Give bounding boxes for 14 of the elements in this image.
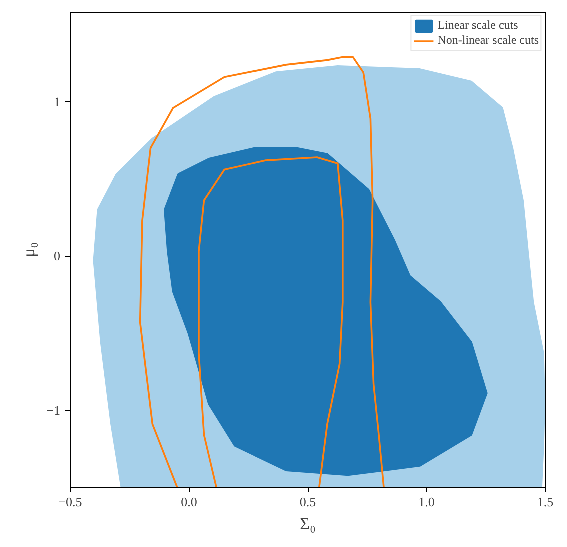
- line-series: [139, 56, 385, 488]
- x-tick-label: −0.5: [58, 494, 82, 510]
- line-series: [198, 156, 344, 488]
- y-tick-label: 0: [54, 248, 60, 264]
- x-tick-label: 1.0: [418, 494, 435, 510]
- y-tick-label: −1: [46, 402, 61, 418]
- legend-label: Non-linear scale cuts: [438, 33, 539, 48]
- y-axis-title: μ₀: [20, 242, 39, 258]
- x-tick-label: 0.0: [181, 494, 198, 510]
- x-tick-label: 1.5: [537, 494, 554, 510]
- legend-label: Linear scale cuts: [438, 18, 518, 33]
- y-tick-label: 1: [54, 94, 60, 110]
- x-tick-label: 0.5: [300, 494, 316, 510]
- x-axis-title: Σ₀: [300, 514, 316, 534]
